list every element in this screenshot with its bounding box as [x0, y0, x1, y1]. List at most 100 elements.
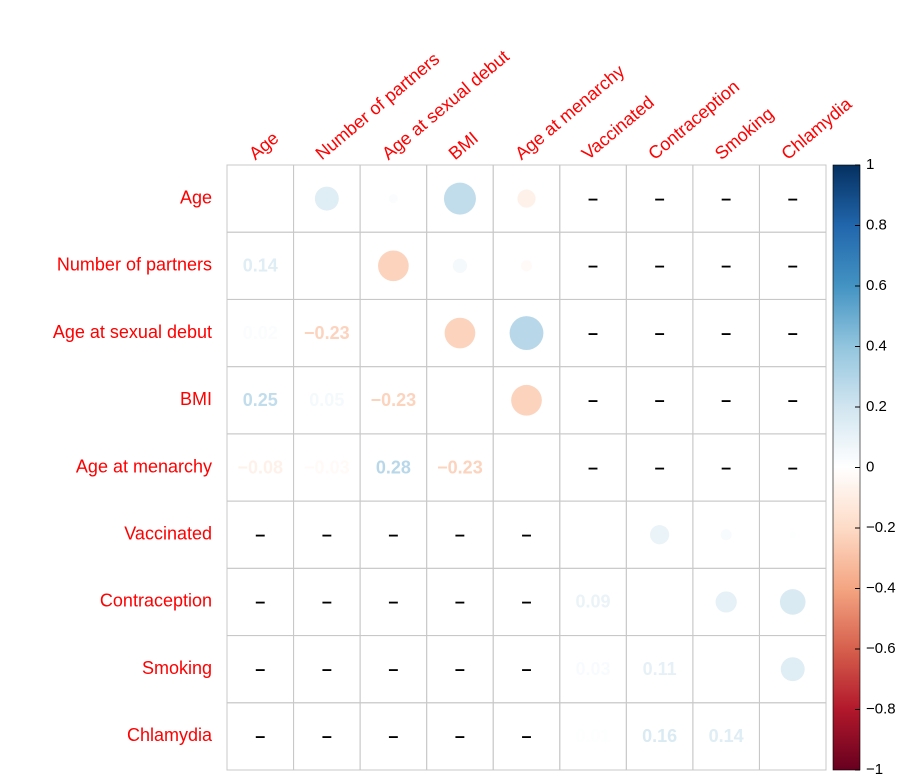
missing-dash: – [455, 659, 465, 679]
corr-circle [511, 384, 542, 416]
missing-dash: – [588, 256, 598, 276]
row-label: Number of partners [57, 255, 212, 275]
colorbar-tick-label: −0.6 [866, 640, 896, 657]
column-label: Number of partners [312, 49, 444, 164]
cell [625, 567, 694, 637]
column-label: Chlamydia [777, 93, 856, 164]
corr-value: 0.14 [709, 726, 744, 746]
missing-dash: – [788, 256, 798, 276]
missing-dash: – [388, 592, 398, 612]
row-label: Age at menarchy [76, 456, 212, 476]
corr-value: 0.16 [642, 726, 677, 746]
missing-dash: – [788, 188, 798, 208]
corr-circle [452, 258, 468, 273]
missing-dash: – [588, 188, 598, 208]
corr-value: 0.09 [576, 592, 611, 612]
corr-circle [443, 182, 476, 215]
cell [692, 635, 760, 704]
colorbar-tick-label: 0.4 [866, 337, 887, 354]
missing-dash: – [521, 726, 531, 746]
missing-dash: – [788, 390, 798, 410]
missing-dash: – [388, 659, 398, 679]
corr-circle [650, 525, 670, 545]
missing-dash: – [455, 592, 465, 612]
cell [758, 702, 827, 771]
corr-circle [517, 189, 536, 208]
corr-value: 0.28 [376, 457, 411, 477]
missing-dash: – [588, 323, 598, 343]
missing-dash: – [788, 323, 798, 343]
missing-dash: – [388, 726, 398, 746]
corr-value: −0.23 [304, 323, 350, 343]
corr-circle [779, 589, 806, 615]
corr-value: 0.02 [243, 323, 278, 343]
colorbar-tick-label: 0 [866, 458, 874, 475]
corr-circle [720, 529, 732, 541]
corr-circle [444, 317, 476, 349]
corr-value: 0.05 [309, 390, 344, 410]
colorbar-tick-label: 1 [866, 156, 874, 173]
corr-circle [509, 316, 544, 350]
corr-value: 0.25 [243, 390, 278, 410]
missing-dash: – [322, 659, 332, 679]
colorbar-tick-label: 0.8 [866, 216, 887, 233]
colorbar-tick-label: 0.2 [866, 398, 887, 415]
missing-dash: – [721, 390, 731, 410]
cell [559, 500, 627, 569]
corr-circle [378, 250, 409, 282]
missing-dash: – [721, 323, 731, 343]
column-label: Age at sexual debut [378, 46, 513, 164]
missing-dash: – [721, 256, 731, 276]
column-label: Age at menarchy [511, 61, 628, 164]
missing-dash: – [655, 457, 665, 477]
missing-dash: – [521, 659, 531, 679]
row-label: Vaccinated [124, 523, 212, 543]
missing-dash: – [521, 592, 531, 612]
missing-dash: – [588, 457, 598, 477]
colorbar-tick-label: −0.2 [866, 519, 896, 536]
cell [492, 433, 561, 502]
missing-dash: – [655, 256, 665, 276]
missing-dash: – [322, 592, 332, 612]
column-label: Age [245, 128, 282, 164]
row-label: BMI [180, 389, 212, 409]
row-label: Smoking [142, 658, 212, 678]
corr-value: 0.14 [243, 256, 278, 276]
corr-value: −0.08 [238, 457, 284, 477]
cell [359, 298, 428, 368]
corr-circle [789, 531, 796, 538]
corr-circle [715, 591, 737, 613]
missing-dash: – [521, 524, 531, 544]
corr-value: 0.03 [576, 659, 611, 679]
missing-dash: – [588, 390, 598, 410]
missing-dash: – [788, 457, 798, 477]
cell [226, 164, 295, 233]
missing-dash: – [455, 524, 465, 544]
row-label: Age at sexual debut [53, 322, 212, 342]
missing-dash: – [255, 524, 265, 544]
column-label: BMI [445, 128, 482, 164]
corr-circle [520, 260, 533, 272]
corr-circle [314, 186, 339, 211]
missing-dash: – [322, 726, 332, 746]
cell [426, 366, 494, 435]
missing-dash: – [388, 524, 398, 544]
colorbar-tick-label: −0.4 [866, 579, 896, 596]
missing-dash: – [721, 457, 731, 477]
missing-dash: – [255, 592, 265, 612]
cell [293, 231, 361, 300]
missing-dash: – [655, 323, 665, 343]
missing-dash: – [655, 390, 665, 410]
row-label: Chlamydia [127, 725, 213, 745]
row-label: Age [180, 187, 212, 207]
missing-dash: – [322, 524, 332, 544]
corr-value: −0.03 [304, 457, 350, 477]
corr-circle [388, 194, 398, 204]
missing-dash: – [255, 726, 265, 746]
corr-value: 0.11 [643, 659, 677, 679]
colorbar-tick-label: 0.6 [866, 277, 887, 294]
missing-dash: – [255, 659, 265, 679]
corr-value: 0.01 [576, 726, 611, 746]
colorbar-tick-label: −0.8 [866, 700, 896, 717]
